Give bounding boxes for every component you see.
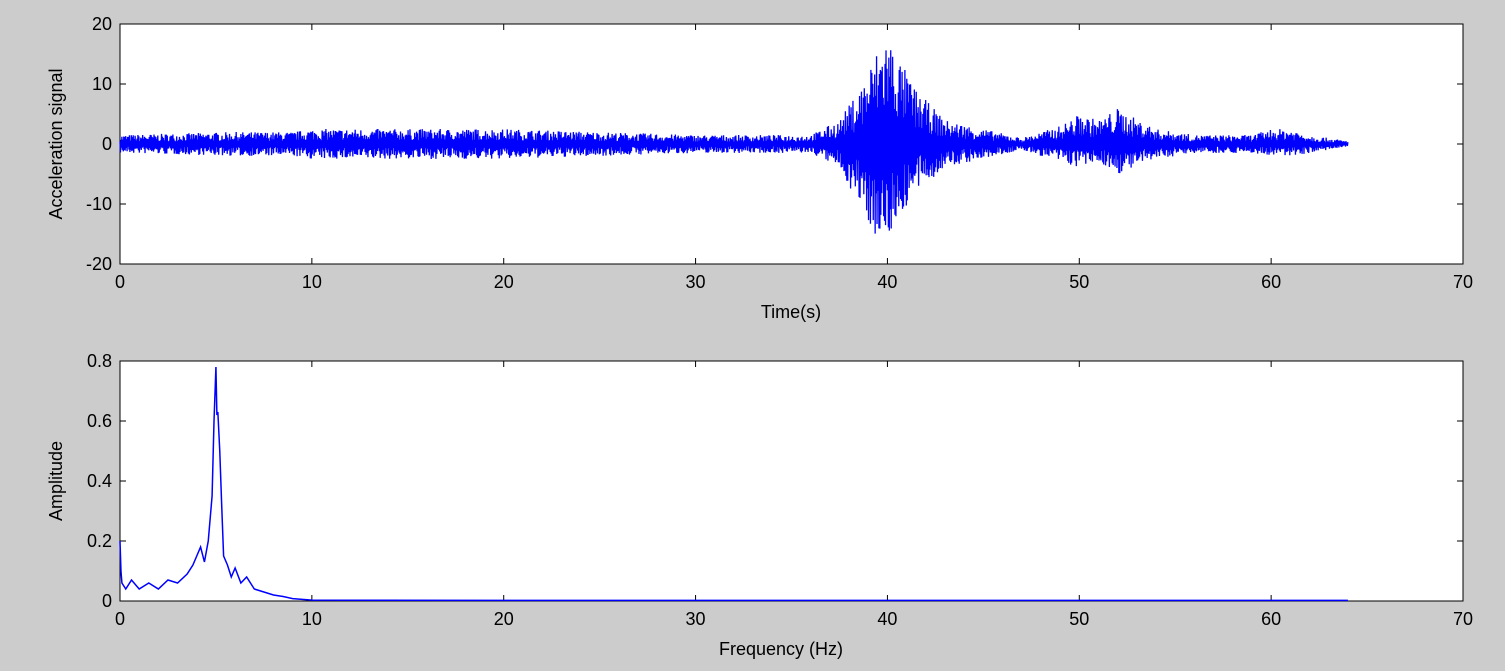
time-signal-panel: 0 10 20 30 40 50 60 70 -20 -10 0 10 20 Time(s) Acce… [46,14,1473,322]
spectrum-series-line [119,366,1348,602]
spectrum-y-tick-label: 0.6 [87,411,112,431]
spectrum-y-tick-label: 0 [102,591,112,611]
spectrum-y-tick-label: 0.8 [87,351,112,371]
time-signal-x-tick-label: 50 [1069,272,1089,292]
time-signal-x-tick-label: 70 [1453,272,1473,292]
spectrum-x-tick-label: 50 [1069,609,1089,629]
time-signal-x-tick-label: 20 [494,272,514,292]
spectrum-x-tick-label: 60 [1261,609,1281,629]
spectrum-x-tick-label: 20 [494,609,514,629]
time-signal-y-tick-label: -10 [86,194,112,214]
spectrum-xlabel: Frequency (Hz) [719,639,843,659]
time-signal-ylabel: Acceleration signal [46,68,66,219]
spectrum-y-ticks: 0 0.2 0.4 0.6 0.8 [87,351,1463,611]
time-signal-x-tick-label: 60 [1261,272,1281,292]
time-signal-y-tick-label: 20 [92,14,112,34]
time-signal-x-tick-label: 30 [686,272,706,292]
time-signal-y-tick-label: -20 [86,254,112,274]
time-signal-x-tick-label: 10 [302,272,322,292]
spectrum-ylabel: Amplitude [46,441,66,521]
spectrum-axes-box [119,360,1464,602]
time-signal-xlabel: Time(s) [761,302,821,322]
spectrum-panel: 0 10 20 30 40 50 60 70 0 0.2 0.4 0.6 0.8 Frequency … [46,351,1473,659]
time-signal-y-tick-label: 0 [102,134,112,154]
spectrum-x-tick-label: 40 [877,609,897,629]
time-signal-x-tick-label: 40 [877,272,897,292]
spectrum-x-tick-label: 70 [1453,609,1473,629]
time-signal-x-tick-label: 0 [115,272,125,292]
time-signal-series-line [119,50,1349,234]
time-signal-y-tick-label: 10 [92,74,112,94]
spectrum-x-tick-label: 10 [302,609,322,629]
spectrum-x-tick-label: 0 [115,609,125,629]
spectrum-y-tick-label: 0.2 [87,531,112,551]
spectrum-y-tick-label: 0.4 [87,471,112,491]
spectrum-x-tick-label: 30 [686,609,706,629]
time-signal-y-ticks: -20 -10 0 10 20 [86,14,1463,274]
time-signal-x-ticks: 0 10 20 30 40 50 60 70 [115,24,1473,292]
